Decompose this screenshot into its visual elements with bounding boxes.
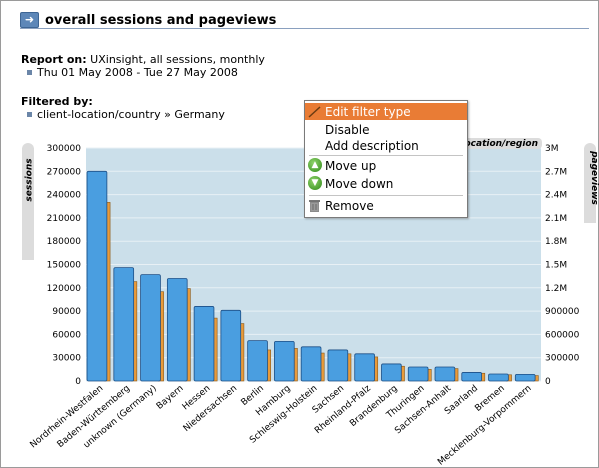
y-tick-label-right: 2.7M — [545, 167, 567, 177]
sessions-bar — [354, 353, 375, 382]
y-tick-label-left: 120000 — [47, 284, 82, 294]
menu-separator — [309, 155, 463, 156]
title-divider — [20, 28, 589, 29]
y-tick-label-right: 1.2M — [545, 284, 567, 294]
y-tick-label-left: 180000 — [47, 237, 82, 247]
report-on-label: Report on: — [21, 53, 87, 66]
filtered-by-label: Filtered by: — [21, 95, 93, 108]
y-tick-label-left: 30000 — [52, 354, 81, 364]
x-axis-label: location/region — [461, 139, 538, 149]
filter-line[interactable]: client-location/country » Germany — [27, 108, 225, 121]
y-tick-label-right: 2.4M — [545, 191, 567, 201]
page-title: overall sessions and pageviews — [45, 12, 277, 28]
menu-move-up[interactable]: ▲ Move up — [305, 157, 467, 174]
pageviews-axis-tab: pageviews — [584, 143, 599, 223]
trash-icon — [309, 200, 320, 212]
menu-add-description[interactable]: Add description — [305, 137, 467, 154]
y-tick-label-right: 0 — [545, 377, 551, 387]
y-tick-label-left: 240000 — [47, 191, 82, 201]
sessions-bar — [247, 340, 268, 382]
sessions-bar — [166, 278, 188, 382]
y-tick-label-right: 2.1M — [545, 214, 567, 224]
sessions-bar — [86, 170, 108, 382]
y-tick-label-left: 210000 — [47, 214, 82, 224]
sessions-bar — [193, 306, 215, 382]
sessions-bar — [488, 373, 509, 382]
menu-move-down[interactable]: ▼ Move down — [305, 175, 467, 192]
y-tick-label-right: 3M — [545, 144, 559, 154]
y-tick-label-right: 1.8M — [545, 237, 567, 247]
sessions-bar — [220, 309, 242, 382]
y-tick-label-right: 900000 — [545, 307, 580, 317]
menu-item-label: Edit filter type — [325, 104, 411, 119]
sessions-bar — [407, 366, 429, 382]
sessions-bar — [434, 366, 456, 382]
date-range: Thu 01 May 2008 - Tue 27 May 2008 — [37, 66, 238, 79]
menu-item-label: Disable — [325, 122, 370, 137]
y-tick-label-right: 1.5M — [545, 261, 567, 271]
sessions-bar — [327, 349, 349, 382]
y-tick-label-left: 0 — [75, 377, 81, 387]
pencil-icon — [308, 106, 321, 118]
sessions-bar — [381, 363, 402, 382]
sessions-bar — [113, 267, 135, 382]
filter-value[interactable]: client-location/country » Germany — [37, 108, 225, 121]
arrow-down-icon: ▼ — [308, 176, 322, 190]
menu-item-label: Add description — [325, 138, 419, 153]
sessions-bar — [461, 372, 482, 382]
y-tick-label-left: 60000 — [52, 330, 81, 340]
filter-context-menu: Edit filter type Disable Add description… — [304, 100, 468, 218]
bullet-icon — [27, 70, 32, 75]
menu-disable[interactable]: Disable — [305, 121, 467, 138]
y-tick-label-right: 300000 — [545, 354, 580, 364]
menu-item-label: Move down — [325, 176, 394, 191]
sessions-bar — [514, 373, 536, 382]
x-axis-tab — [452, 138, 542, 149]
y-tick-label-left: 300000 — [47, 144, 82, 154]
sessions-axis-tab: sessions — [22, 143, 35, 260]
sessions-bar — [300, 346, 322, 382]
arrow-up-icon: ▲ — [308, 158, 322, 172]
y-tick-label-left: 150000 — [47, 261, 82, 271]
y-tick-label-left: 270000 — [47, 167, 82, 177]
date-range-line: Thu 01 May 2008 - Tue 27 May 2008 — [27, 66, 238, 79]
y-tick-label-left: 90000 — [52, 307, 81, 317]
y-tick-label-right: 600000 — [545, 330, 580, 340]
x-tick-label: Bayern — [155, 384, 186, 412]
menu-edit-filter-type[interactable]: Edit filter type — [305, 103, 467, 120]
menu-item-label: Move up — [325, 158, 377, 173]
bullet-icon — [27, 112, 32, 117]
title-bar: ➜ overall sessions and pageviews — [20, 10, 276, 30]
sessions-bar — [140, 274, 161, 382]
menu-item-label: Remove — [325, 198, 374, 213]
sessions-bar — [274, 340, 295, 382]
arrow-right-icon[interactable]: ➜ — [20, 12, 39, 28]
report-on-value: UXinsight, all sessions, monthly — [90, 53, 265, 66]
menu-remove[interactable]: Remove — [305, 197, 467, 214]
report-on: Report on: UXinsight, all sessions, mont… — [21, 53, 265, 66]
menu-separator — [309, 195, 463, 196]
